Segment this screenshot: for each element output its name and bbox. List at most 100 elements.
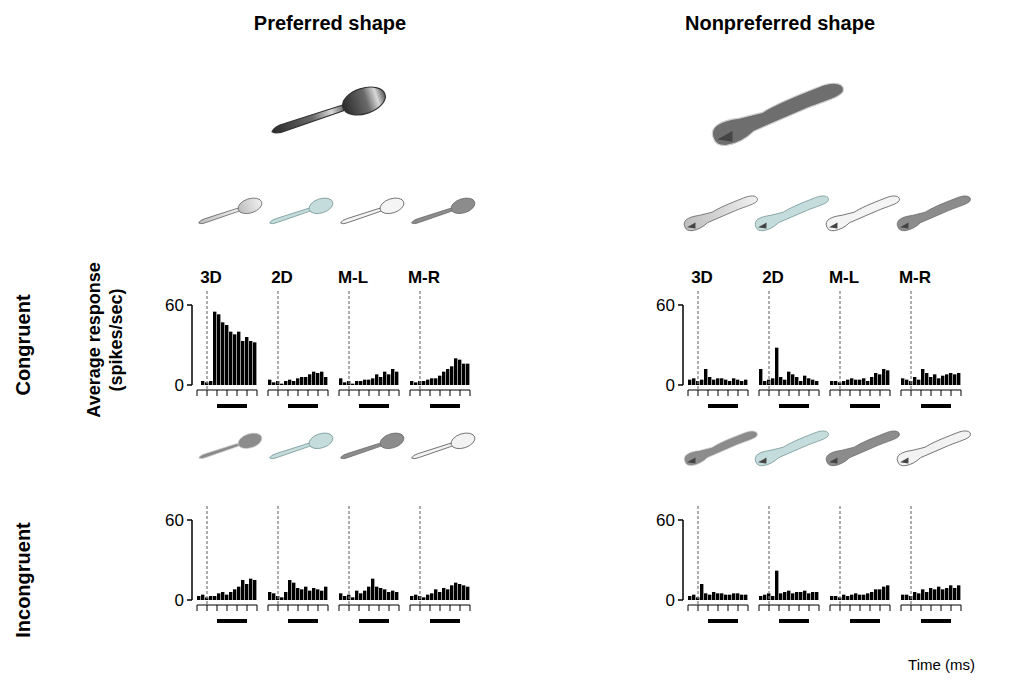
bar <box>842 595 845 600</box>
bar <box>304 377 307 385</box>
label-ground <box>898 268 932 287</box>
bar <box>221 592 224 600</box>
x-tick <box>268 390 269 396</box>
bar <box>320 372 323 385</box>
bar <box>268 380 271 385</box>
bar <box>882 587 885 600</box>
bar <box>925 592 928 600</box>
bar <box>272 382 275 385</box>
onset-line <box>277 506 278 605</box>
x-tick <box>247 390 248 396</box>
x-tick <box>197 390 198 396</box>
bar <box>791 593 794 600</box>
bar <box>233 334 236 385</box>
bar <box>945 374 948 385</box>
x-tick <box>931 605 932 611</box>
y-tick-label: 0 <box>175 591 184 610</box>
bar <box>779 593 782 600</box>
bar <box>249 579 252 600</box>
label-ground <box>199 268 223 287</box>
panel-title: M-L <box>338 268 368 287</box>
bar <box>339 378 342 385</box>
onset-line <box>206 506 207 605</box>
bar <box>878 589 881 600</box>
bar <box>704 593 707 600</box>
bar <box>383 372 386 385</box>
x-tick <box>738 605 739 611</box>
bar <box>850 378 853 385</box>
bar <box>744 380 747 385</box>
bar <box>886 370 889 385</box>
onset-line <box>910 506 911 605</box>
bar <box>688 596 691 600</box>
x-tick <box>708 605 709 611</box>
bar <box>213 596 216 600</box>
x-tick <box>399 605 400 611</box>
shape-detail <box>899 223 910 231</box>
bar <box>197 596 200 600</box>
x-tick <box>961 390 962 396</box>
bars <box>339 579 398 600</box>
bar <box>913 592 916 600</box>
panel: M-L <box>828 268 890 408</box>
bar <box>858 595 861 600</box>
bar <box>925 373 928 385</box>
response-window <box>217 404 247 408</box>
x-tick <box>369 605 370 611</box>
onset-line <box>839 291 840 390</box>
bar <box>383 589 386 600</box>
bar <box>367 380 370 385</box>
shape-outline <box>682 194 761 233</box>
label-ground <box>407 268 441 287</box>
example-shape <box>268 82 389 143</box>
x-tick <box>288 605 289 611</box>
bar <box>854 593 857 600</box>
bar <box>288 580 291 600</box>
bar <box>217 314 220 385</box>
panel: 060 <box>656 506 748 623</box>
x-tick <box>379 605 380 611</box>
bar <box>284 592 287 600</box>
bar <box>949 585 952 600</box>
panel: M-R <box>898 268 961 408</box>
bar <box>921 369 924 385</box>
bar <box>917 593 920 600</box>
spoon-bowl <box>449 195 477 216</box>
bar <box>941 376 944 385</box>
x-tick <box>819 390 820 396</box>
x-tick <box>207 390 208 396</box>
bar <box>716 593 719 600</box>
bar <box>268 592 271 600</box>
x-tick <box>860 605 861 611</box>
response-window <box>217 619 247 623</box>
bar <box>941 589 944 600</box>
spoon-handle <box>411 207 454 224</box>
bar <box>217 593 220 600</box>
spoon-bowl <box>307 195 335 216</box>
bar <box>292 381 295 385</box>
response-window <box>850 619 880 623</box>
bar <box>450 585 453 600</box>
bars <box>197 579 256 600</box>
spoon-handle <box>340 207 383 224</box>
bar <box>379 377 382 385</box>
bar <box>201 595 204 600</box>
bar <box>359 381 362 385</box>
bar <box>724 595 727 600</box>
x-tick <box>718 605 719 611</box>
y-tick <box>187 304 192 306</box>
bar <box>253 342 256 385</box>
y-axis-line <box>682 305 684 385</box>
bar <box>716 378 719 385</box>
bar <box>426 595 429 600</box>
x-tick <box>308 605 309 611</box>
bar <box>732 593 735 600</box>
bar <box>712 592 715 600</box>
bar <box>458 360 461 385</box>
condition-icon <box>682 429 761 468</box>
shape-detail <box>828 458 839 466</box>
x-tick <box>237 605 238 611</box>
bar <box>462 585 465 600</box>
shape-detail <box>686 223 697 231</box>
bar <box>775 571 778 600</box>
